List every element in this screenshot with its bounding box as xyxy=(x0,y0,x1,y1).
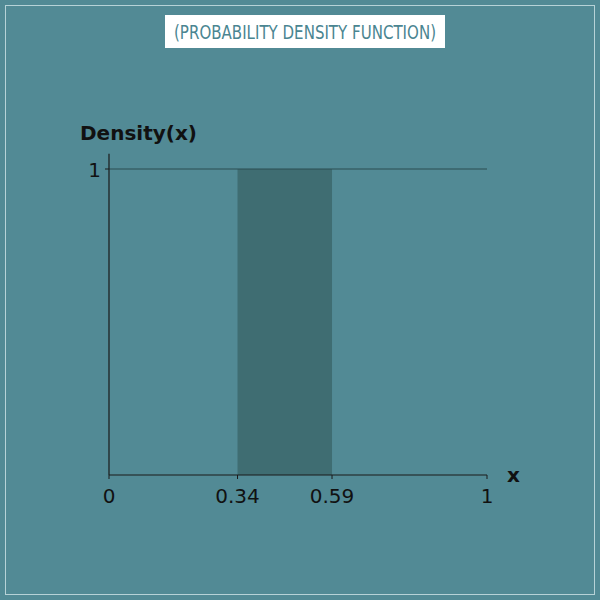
y-tick xyxy=(105,169,109,170)
background xyxy=(0,0,600,600)
x-tick-label: 0.34 xyxy=(215,484,260,508)
plot-area xyxy=(109,169,487,475)
title-box xyxy=(165,15,445,48)
x-axis-label: x xyxy=(507,463,520,487)
x-axis xyxy=(109,474,487,475)
y-axis-label: Density(x) xyxy=(80,121,197,145)
chart: (PROBABILITY DENSITY FUNCTION) 0 0.34 0.59 1… xyxy=(0,0,600,600)
x-tick-label: 0.59 xyxy=(310,484,355,508)
x-tick xyxy=(332,475,333,479)
x-tick xyxy=(237,475,238,479)
density-line xyxy=(109,169,487,170)
x-tick xyxy=(487,475,488,479)
x-tick-label: 0 xyxy=(103,484,116,508)
title: (PROBABILITY DENSITY FUNCTION) xyxy=(174,21,436,43)
y-axis xyxy=(108,154,109,475)
y-tick-label: 1 xyxy=(88,158,101,182)
x-tick-label: 1 xyxy=(481,484,494,508)
chart-root: (PROBABILITY DENSITY FUNCTION) 0 0.34 0.59 1… xyxy=(0,0,600,600)
x-tick xyxy=(109,475,110,479)
frame xyxy=(6,6,595,595)
shaded-area xyxy=(238,169,333,475)
